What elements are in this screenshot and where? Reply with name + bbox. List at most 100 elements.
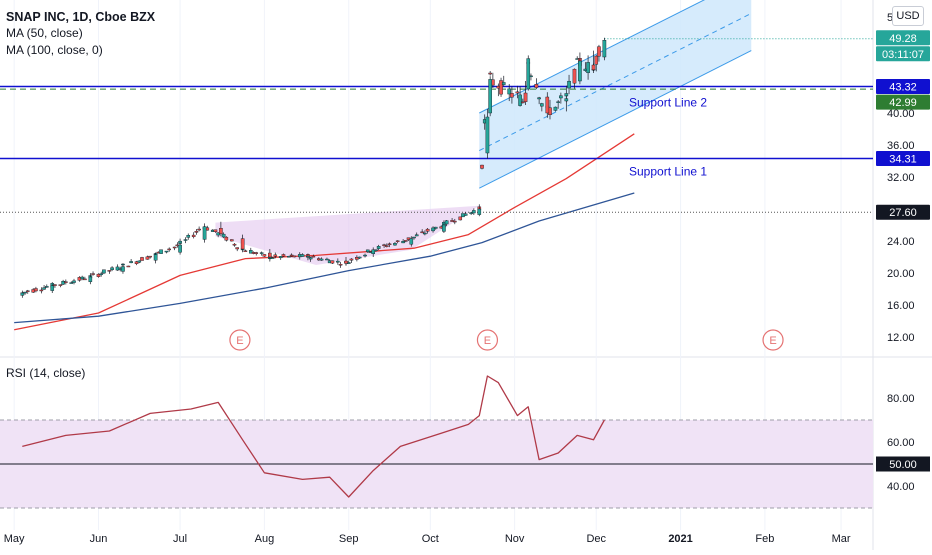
rsi-legend[interactable]: RSI (14, close) [6, 366, 86, 380]
candle-body [488, 72, 492, 75]
candle-body [194, 230, 199, 233]
candle-body [137, 260, 142, 263]
candle-body [431, 227, 435, 232]
candle-body [387, 243, 392, 246]
candle-body [325, 258, 329, 261]
candle-body [129, 261, 133, 264]
candle-body [292, 255, 297, 258]
candle-body [308, 257, 313, 260]
rsi-tick-label: 80.00 [887, 393, 915, 405]
candle [556, 100, 560, 109]
candle [414, 232, 419, 237]
candle-body [442, 224, 446, 232]
candle [311, 254, 316, 258]
candle-body [507, 88, 512, 95]
candle [586, 55, 590, 80]
candle-body [472, 210, 476, 214]
candle-body [485, 116, 490, 154]
candle [278, 255, 283, 260]
candle [453, 218, 457, 225]
candle [393, 242, 397, 246]
candle-body [458, 216, 463, 221]
candle-body [463, 213, 468, 216]
candle-body [172, 246, 177, 249]
candle [172, 246, 177, 251]
candle-body [23, 291, 27, 294]
candle [306, 253, 310, 261]
candle [330, 260, 335, 265]
price-badge-text: 49.28 [889, 33, 917, 45]
candle-body [153, 254, 158, 261]
candle [115, 264, 120, 271]
candle-body [91, 273, 95, 275]
candle [537, 96, 541, 105]
candle-body [393, 243, 397, 246]
candle [39, 287, 44, 294]
channel-lower-line [479, 50, 752, 189]
candle-body [69, 282, 74, 284]
ma100-legend[interactable]: MA (100, close, 0) [6, 43, 103, 57]
price-badge-support: 43.32 [876, 78, 930, 94]
chart-labels: Support Line 2 Support Line 1 [629, 95, 707, 178]
candle [412, 236, 416, 240]
candle [91, 271, 95, 276]
candle [129, 258, 133, 264]
candle [99, 271, 103, 277]
price-badge-countdown: 03:11:07 [876, 46, 930, 62]
earnings-marker[interactable]: E [476, 329, 499, 351]
candle-body [232, 243, 237, 246]
price-badge-bg [876, 94, 930, 110]
candle-body [219, 227, 223, 234]
candle [382, 243, 386, 248]
candle [420, 229, 424, 234]
y-tick-label: 12.00 [887, 332, 915, 344]
ma50-legend[interactable]: MA (50, close) [6, 26, 83, 40]
earnings-label: E [769, 335, 776, 347]
candle-body [268, 252, 272, 258]
candle [224, 236, 229, 242]
candle [232, 242, 237, 247]
x-tick-label: Nov [505, 533, 525, 545]
earnings-marker[interactable]: E [762, 329, 784, 351]
earnings-marker[interactable]: E [229, 329, 251, 351]
candle-body [289, 254, 294, 257]
symbol-title[interactable]: SNAP INC, 1D, Cboe BZX [6, 10, 156, 24]
candle-body [534, 84, 539, 88]
candle [126, 265, 131, 268]
earnings-label: E [484, 335, 491, 347]
candle [221, 232, 226, 239]
candle-body [395, 240, 400, 242]
candle-body [404, 240, 408, 242]
candle [409, 236, 414, 247]
candle-body [72, 280, 76, 283]
candle-body [553, 106, 558, 111]
candle-body [363, 254, 367, 257]
candle [72, 278, 76, 285]
candles [20, 37, 607, 298]
candle [425, 228, 430, 234]
candle-body [243, 250, 248, 252]
candle [325, 257, 329, 261]
candle [159, 249, 163, 254]
currency-button[interactable]: USD [892, 6, 924, 26]
price-badge-text: 27.60 [889, 207, 917, 219]
candle-body [336, 260, 340, 263]
candle-body [306, 256, 310, 258]
candle [488, 76, 492, 117]
candle-body [270, 257, 275, 259]
candle-body [25, 290, 30, 292]
candle-body [523, 92, 528, 103]
price-badge-bg [876, 78, 930, 94]
candle-body [480, 164, 484, 169]
candle-body [556, 101, 560, 103]
candle [153, 253, 158, 264]
candle [42, 285, 46, 290]
candle [401, 239, 405, 244]
candle-body [501, 82, 506, 85]
candle-body [34, 288, 38, 292]
candle-body [134, 261, 139, 264]
candle-body [526, 58, 531, 90]
candle [463, 212, 468, 216]
